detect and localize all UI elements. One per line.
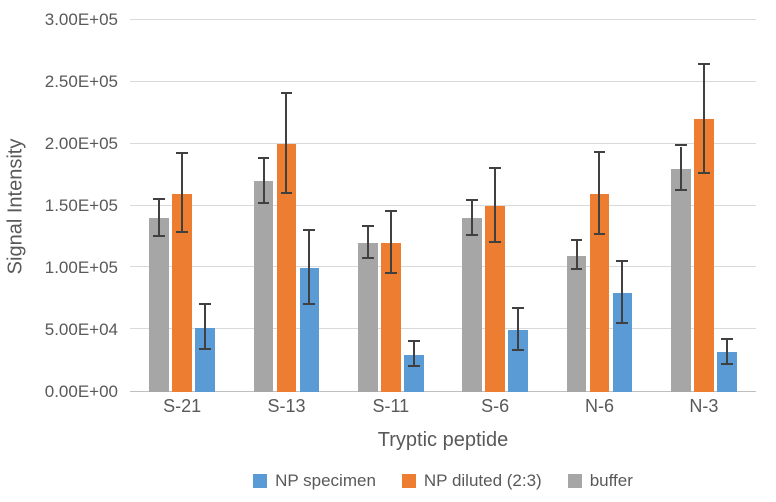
- error-cap: [698, 63, 710, 65]
- error-cap: [153, 235, 165, 237]
- error-cap: [362, 257, 374, 259]
- error-bar: [517, 309, 519, 351]
- error-cap: [512, 349, 524, 351]
- error-bar: [308, 231, 310, 305]
- error-bar: [367, 227, 369, 259]
- chart-container: { "chart": { "type": "bar", "y_axis_titl…: [0, 0, 776, 502]
- error-cap: [303, 303, 315, 305]
- bar-group: [234, 20, 338, 392]
- x-tick-label: N-6: [585, 396, 614, 417]
- error-cap: [281, 92, 293, 94]
- legend-label: NP specimen: [275, 471, 376, 491]
- error-cap: [153, 198, 165, 200]
- bar-group: [339, 20, 443, 392]
- error-cap: [489, 241, 501, 243]
- bar-group: [547, 20, 651, 392]
- bar-buffer: [567, 256, 587, 392]
- error-cap: [466, 199, 478, 201]
- error-cap: [466, 234, 478, 236]
- bar-buffer: [149, 218, 169, 392]
- x-tick-label: S-11: [372, 396, 409, 417]
- error-cap: [571, 268, 583, 270]
- error-cap: [199, 348, 211, 350]
- y-tick-label: 2.00E+05: [45, 134, 118, 154]
- error-bar: [703, 65, 705, 174]
- error-cap: [675, 144, 687, 146]
- x-tick-label: S-13: [267, 396, 305, 417]
- error-cap: [385, 272, 397, 274]
- error-cap: [408, 340, 420, 342]
- error-cap: [721, 363, 733, 365]
- error-cap: [408, 365, 420, 367]
- bar-group: [443, 20, 547, 392]
- legend-label: NP diluted (2:3): [424, 471, 542, 491]
- y-tick-label: 0.00E+00: [45, 382, 118, 402]
- legend: NP specimen NP diluted (2:3) buffer: [130, 466, 756, 496]
- error-cap: [594, 151, 606, 153]
- error-cap: [258, 157, 270, 159]
- error-bar: [680, 147, 682, 192]
- bar-group: [652, 20, 756, 392]
- error-bar: [181, 154, 183, 233]
- error-bar: [285, 94, 287, 193]
- y-axis-title-container: Signal Intensity: [4, 0, 28, 412]
- plot-area: [130, 20, 756, 392]
- y-tick-label: 2.50E+05: [45, 72, 118, 92]
- y-tick-label: 3.00E+05: [45, 10, 118, 30]
- error-bar: [413, 342, 415, 367]
- x-tick-label: S-21: [163, 396, 201, 417]
- legend-swatch: [253, 474, 267, 488]
- error-bar: [471, 201, 473, 236]
- error-cap: [698, 172, 710, 174]
- y-tick-label: 5.00E+04: [45, 320, 118, 340]
- error-bar: [390, 212, 392, 274]
- legend-item-np_specimen: NP specimen: [253, 471, 376, 491]
- bar-buffer: [358, 243, 378, 392]
- error-bar: [494, 169, 496, 243]
- error-bar: [204, 305, 206, 350]
- error-cap: [176, 152, 188, 154]
- error-cap: [616, 260, 628, 262]
- error-cap: [594, 233, 606, 235]
- bar-group: [130, 20, 234, 392]
- error-cap: [616, 322, 628, 324]
- legend-label: buffer: [590, 471, 633, 491]
- error-cap: [362, 225, 374, 227]
- y-tick-label: 1.00E+05: [45, 258, 118, 278]
- bar-buffer: [671, 169, 691, 392]
- error-cap: [199, 303, 211, 305]
- x-tick-labels: S-21 S-13 S-11 S-6 N-6 N-3: [130, 396, 756, 422]
- x-tick-label: S-6: [481, 396, 509, 417]
- error-cap: [721, 338, 733, 340]
- error-cap: [571, 239, 583, 241]
- bar-groups: [130, 20, 756, 392]
- y-axis-title: Signal Intensity: [5, 138, 28, 274]
- x-axis-title: Tryptic peptide: [130, 429, 756, 452]
- legend-item-np_diluted: NP diluted (2:3): [402, 471, 542, 491]
- error-bar: [158, 200, 160, 237]
- error-cap: [385, 210, 397, 212]
- error-cap: [303, 229, 315, 231]
- error-bar: [263, 159, 265, 204]
- error-cap: [176, 231, 188, 233]
- error-cap: [675, 189, 687, 191]
- legend-swatch: [402, 474, 416, 488]
- bar-buffer: [254, 181, 274, 392]
- error-cap: [281, 192, 293, 194]
- legend-swatch: [568, 474, 582, 488]
- legend-item-buffer: buffer: [568, 471, 633, 491]
- error-cap: [512, 307, 524, 309]
- error-cap: [258, 202, 270, 204]
- x-tick-label: N-3: [689, 396, 718, 417]
- error-bar: [598, 153, 600, 235]
- error-bar: [726, 340, 728, 365]
- error-cap: [489, 167, 501, 169]
- bar-buffer: [462, 218, 482, 392]
- y-tick-label: 1.50E+05: [45, 196, 118, 216]
- error-bar: [576, 241, 578, 271]
- y-tick-labels: 0.00E+005.00E+041.00E+051.50E+052.00E+05…: [30, 20, 124, 392]
- error-bar: [621, 262, 623, 324]
